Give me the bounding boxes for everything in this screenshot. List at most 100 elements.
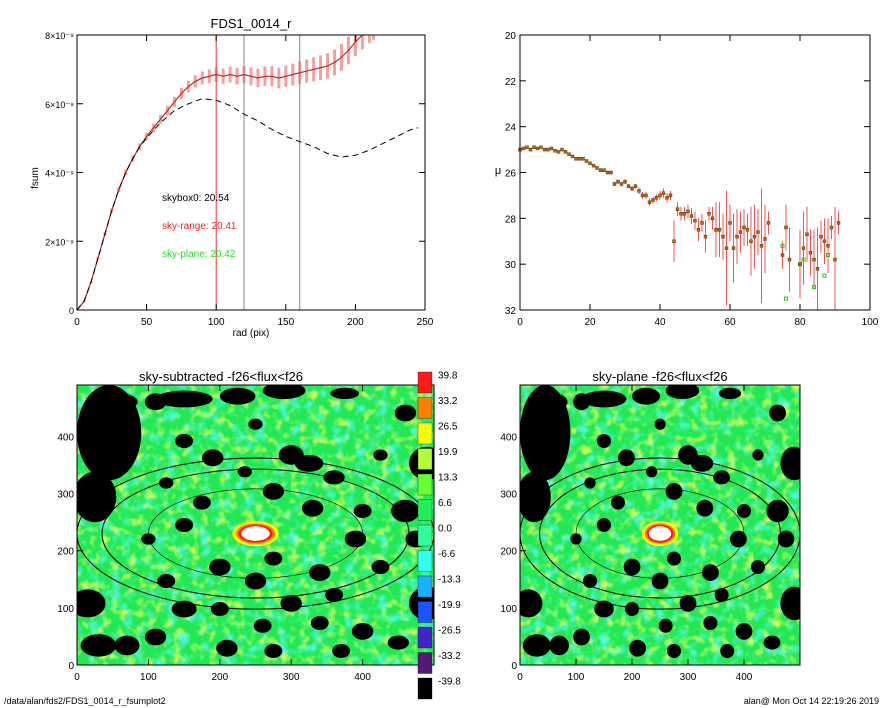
masked-source xyxy=(520,471,551,523)
mu-point xyxy=(637,189,641,193)
y-tick-label: 300 xyxy=(57,490,74,501)
x-tick-label: 100 xyxy=(140,672,157,683)
mu-point xyxy=(528,147,533,152)
img1-x-ticks: 0 100 200 300 400 xyxy=(74,385,371,683)
mu-point xyxy=(616,179,620,184)
masked-source xyxy=(763,635,781,650)
masked-source xyxy=(629,639,646,657)
mu-point xyxy=(735,234,739,239)
masked-source xyxy=(735,623,753,640)
masked-source xyxy=(667,551,681,566)
x-tick-label: 50 xyxy=(141,317,153,328)
masked-source xyxy=(80,634,117,657)
mu-point xyxy=(623,179,627,184)
fsum-ylabel: fsum xyxy=(30,167,41,189)
masked-source xyxy=(625,602,639,616)
fsum-title: FDS1_0014_r xyxy=(211,16,293,31)
image-title-left: sky-subtracted -f26<flux<f26 xyxy=(139,369,303,384)
masked-source xyxy=(171,600,197,618)
y-tick-label: 4×10⁻⁹ xyxy=(45,169,74,179)
x-tick-label: 300 xyxy=(283,672,300,683)
mu-point xyxy=(808,251,813,255)
masked-source xyxy=(373,449,388,461)
masked-source xyxy=(646,466,658,478)
colorbar-swatch xyxy=(417,422,433,445)
mu-point-sky-plane xyxy=(784,296,788,301)
colorbar-label: 0.0 xyxy=(438,524,452,535)
fsum-error-band xyxy=(82,35,375,303)
fsum-series xyxy=(77,35,419,310)
masked-source xyxy=(611,495,625,510)
masked-sources xyxy=(77,385,434,658)
masked-source xyxy=(751,560,765,574)
masked-source xyxy=(766,499,789,523)
colorbar-label: 33.2 xyxy=(438,396,458,407)
mu-point xyxy=(707,212,711,216)
mu-point xyxy=(724,246,729,250)
mu-point xyxy=(521,146,526,151)
masked-source xyxy=(520,589,543,618)
masked-source xyxy=(665,483,683,500)
masked-source xyxy=(570,533,582,545)
mu-point xyxy=(721,234,725,239)
y-tick-label: 26 xyxy=(505,169,517,180)
mu-point xyxy=(584,159,589,163)
masked-source xyxy=(387,635,410,650)
masked-source xyxy=(353,504,372,518)
masked-source xyxy=(253,618,272,633)
x-tick-label: 0 xyxy=(517,317,523,328)
mu-point xyxy=(612,182,617,186)
mu-point xyxy=(833,257,837,262)
masked-source xyxy=(141,533,156,545)
mu-point xyxy=(829,225,834,230)
colorbar-swatch xyxy=(417,550,433,572)
fsum-sky-range-line xyxy=(77,35,364,310)
isophote-ellipse xyxy=(575,488,745,579)
colorbar-label: 13.3 xyxy=(438,473,458,484)
mu-point xyxy=(703,234,708,239)
colorbar-swatch xyxy=(417,473,433,496)
image-frame xyxy=(519,384,801,666)
colorbar-label: -39.8 xyxy=(438,677,461,688)
mu-point xyxy=(819,234,823,239)
masked-source xyxy=(752,449,764,461)
mu-point xyxy=(784,225,788,230)
mu-point xyxy=(675,207,680,211)
masked-source xyxy=(780,446,800,481)
masked-source xyxy=(248,418,263,430)
mu-point xyxy=(742,225,746,230)
masked-source xyxy=(244,572,267,590)
mu-point xyxy=(609,170,613,175)
y-tick-label: 2×10⁻⁹ xyxy=(45,237,74,247)
masked-source xyxy=(720,644,735,658)
y-tick-label: 200 xyxy=(57,547,74,558)
y-tick-label: 28 xyxy=(505,214,517,225)
y-tick-label: 0 xyxy=(68,661,74,672)
mu-point xyxy=(567,152,571,156)
mu-point xyxy=(686,209,690,214)
mu-point xyxy=(535,146,540,151)
mu-point xyxy=(759,244,764,248)
mu-point xyxy=(595,166,599,170)
x-tick-label: 300 xyxy=(680,672,697,683)
masked-source xyxy=(101,393,138,411)
x-tick-label: 250 xyxy=(417,317,434,328)
masked-source xyxy=(193,495,211,510)
x-tick-label: 100 xyxy=(862,317,879,328)
mu-point xyxy=(780,253,785,257)
y-tick-label: 22 xyxy=(505,77,517,88)
mu-point xyxy=(717,228,722,232)
mu-point xyxy=(654,196,659,200)
colorbar-label: 39.8 xyxy=(438,371,458,382)
masked-source xyxy=(667,644,681,658)
mu-point xyxy=(591,163,596,168)
masked-source xyxy=(737,504,751,518)
isophote-ellipses xyxy=(520,457,800,610)
masked-source xyxy=(323,470,345,485)
colorbar-swatch xyxy=(417,448,433,470)
mu-point xyxy=(633,184,638,188)
masked-source xyxy=(201,449,224,467)
masked-source xyxy=(294,455,324,472)
colorbar-swatch xyxy=(417,626,433,649)
